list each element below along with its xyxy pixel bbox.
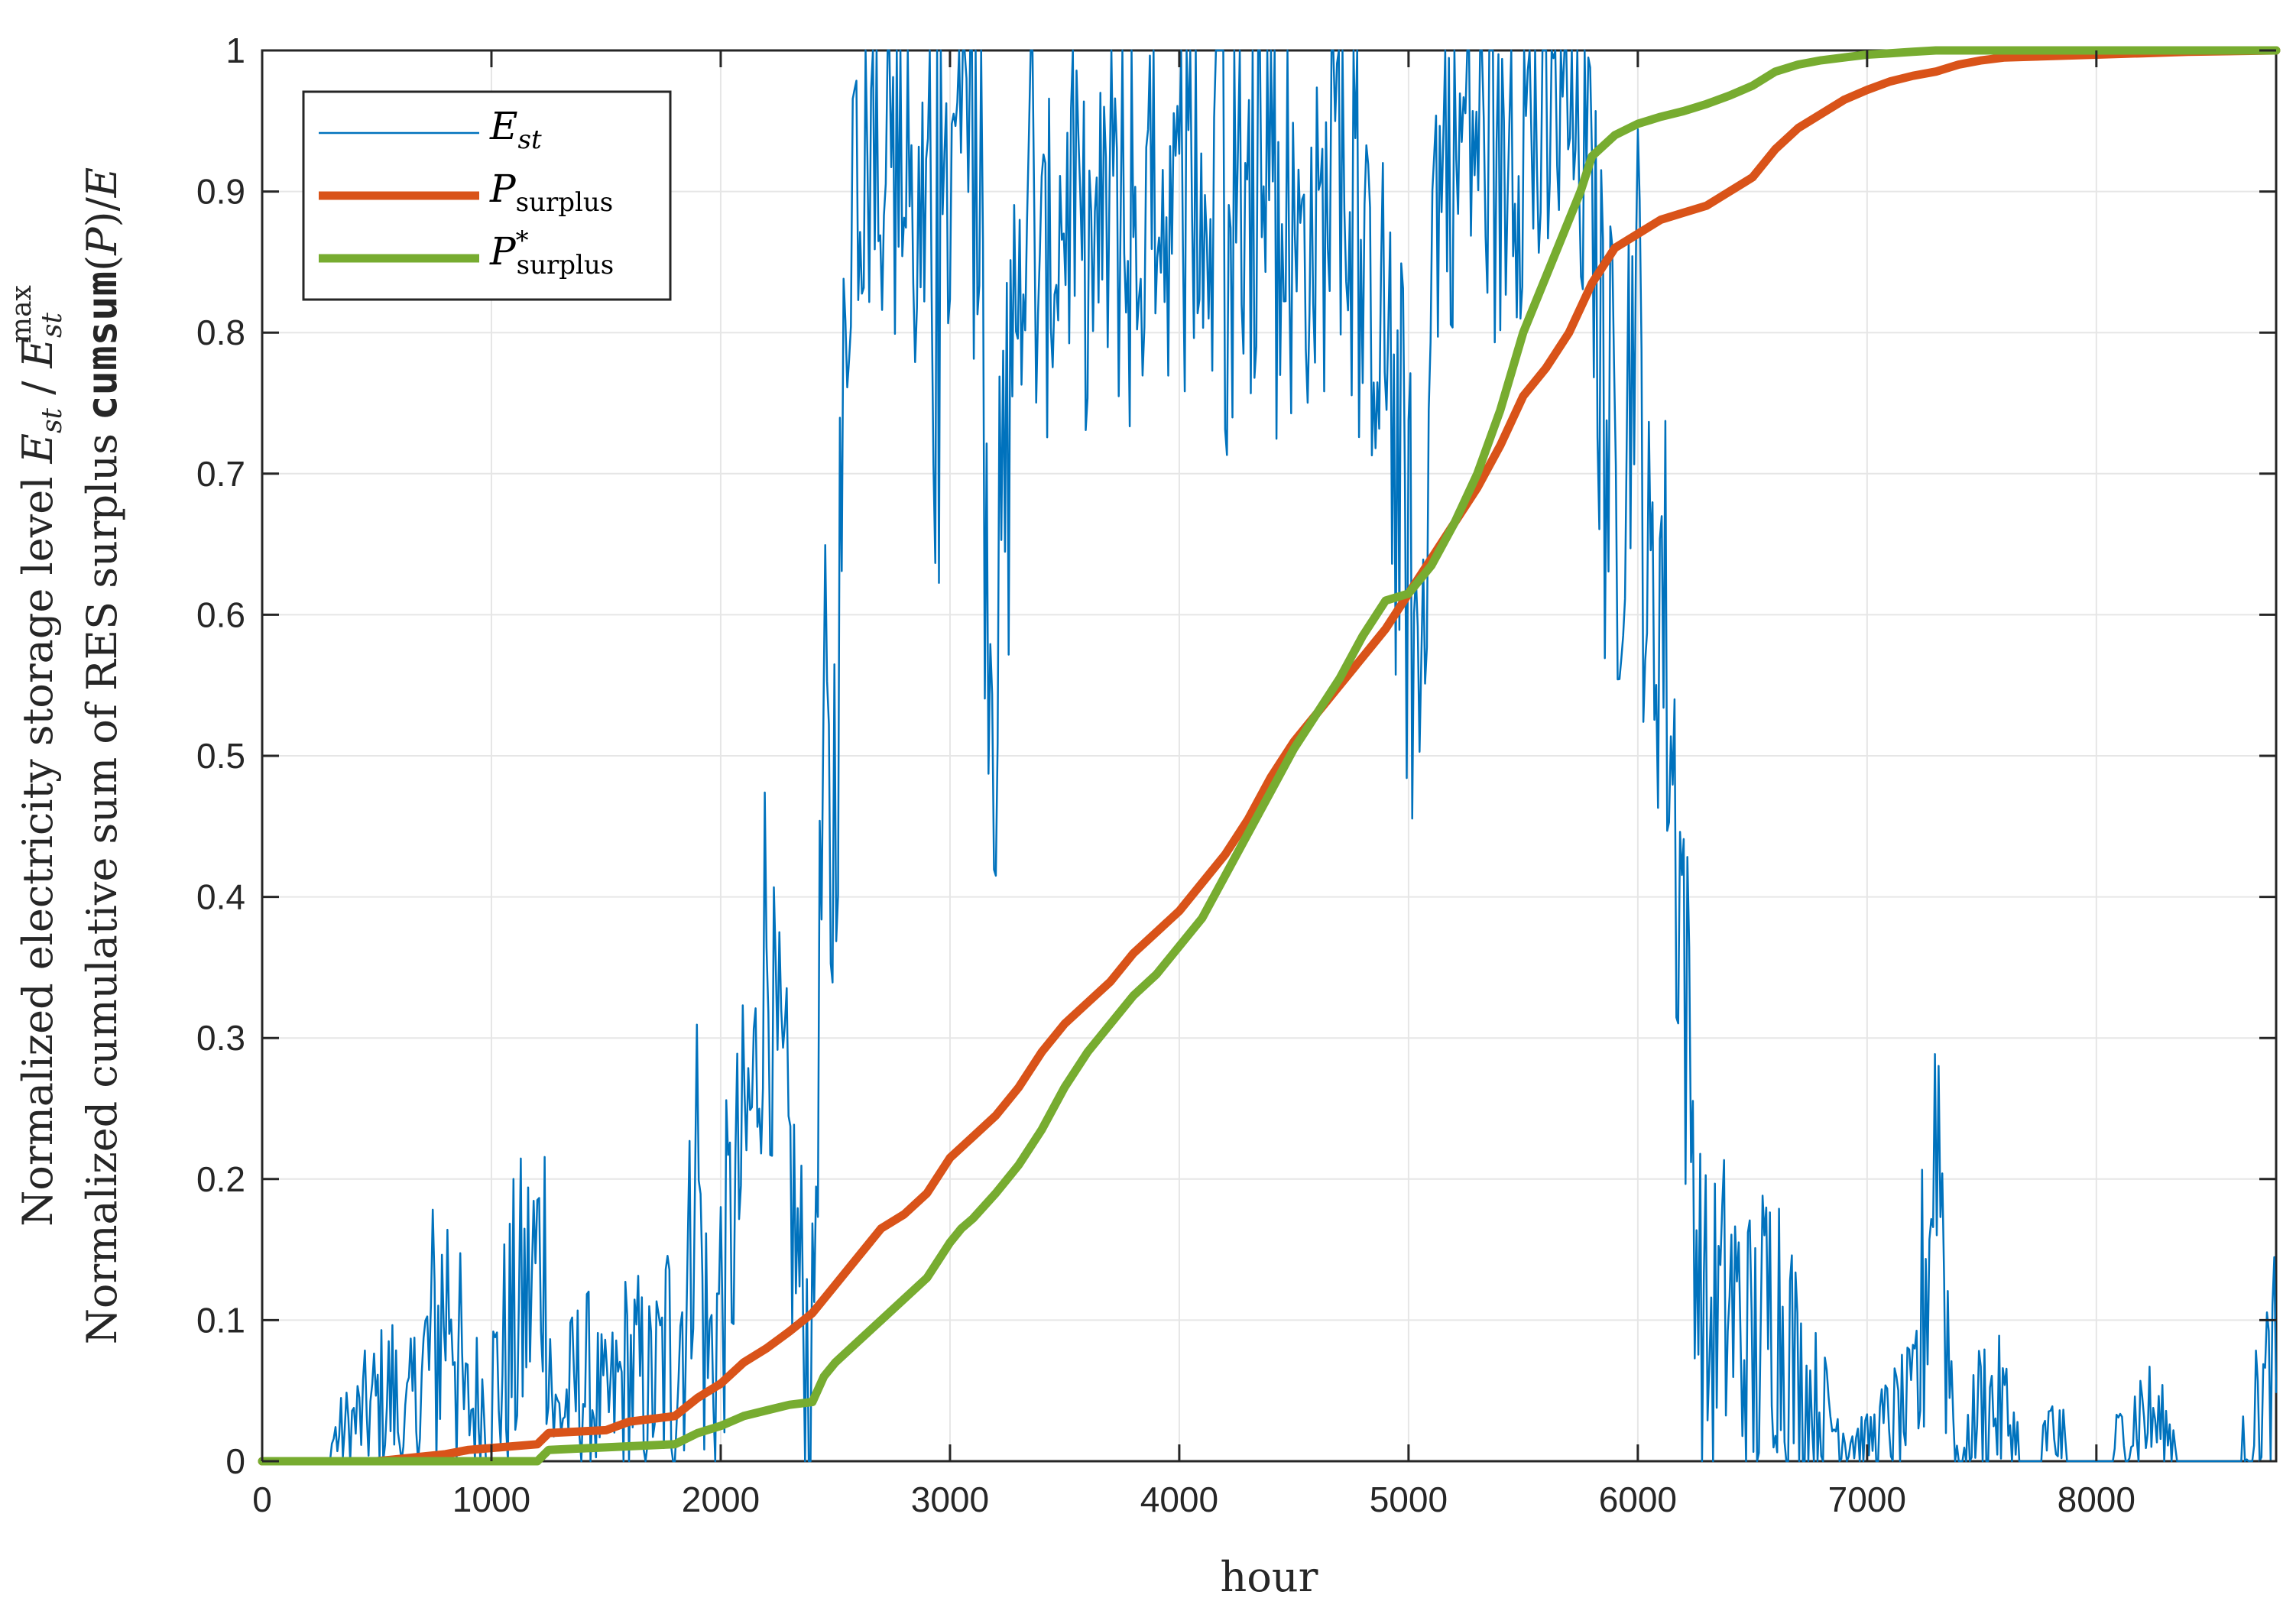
y-axis-label: Normalized electricity storage level Est… — [6, 167, 126, 1344]
y-tick-label: 0.6 — [196, 595, 245, 634]
axis-ticks — [261, 49, 2276, 1463]
x-tick-label: 8000 — [2058, 1480, 2135, 1519]
y-tick-label: 0.1 — [196, 1300, 245, 1340]
y-axis-label-line1: Normalized electricity storage level Est… — [6, 285, 68, 1227]
series-layer — [258, 46, 2281, 1466]
y-tick-label: 0 — [225, 1441, 245, 1481]
x-tick-label: 3000 — [911, 1480, 989, 1519]
y-tick-label: 0.4 — [196, 877, 245, 917]
legend-label-psurplus: Psurplus — [489, 167, 613, 218]
x-axis-label: hour — [1221, 1553, 1318, 1601]
y-tick-label: 0.5 — [196, 736, 245, 776]
legend-label-est: Est — [489, 104, 542, 155]
x-tick-label: 6000 — [1599, 1480, 1677, 1519]
x-tick-labels: 0 1000 2000 3000 4000 5000 6000 7000 8000 — [252, 1480, 2135, 1519]
series-line-2 — [258, 46, 2281, 1466]
legend: Est Psurplus P* surplus — [302, 90, 672, 301]
legend-label-psurplus-star: P* surplus — [489, 225, 614, 280]
x-tick-label: 0 — [252, 1480, 272, 1519]
x-tick-label: 1000 — [452, 1480, 530, 1519]
series-line-0 — [261, 49, 2278, 1463]
x-tick-label: 7000 — [1828, 1480, 1906, 1519]
y-tick-label: 0.8 — [196, 313, 245, 352]
y-tick-labels: 0 0.1 0.2 0.3 0.4 0.5 0.6 0.7 0.8 0.9 1 — [196, 31, 245, 1481]
y-axis-label-line2: Normalized cumulative sum of RES surplus… — [78, 167, 126, 1344]
y-tick-label: 0.3 — [196, 1018, 245, 1058]
x-tick-label: 2000 — [682, 1480, 760, 1519]
x-tick-label: 4000 — [1140, 1480, 1218, 1519]
y-tick-label: 0.7 — [196, 454, 245, 494]
y-tick-label: 0.2 — [196, 1159, 245, 1199]
x-tick-label: 5000 — [1370, 1480, 1448, 1519]
y-tick-label: 0.9 — [196, 172, 245, 212]
y-tick-label: 1 — [225, 31, 245, 70]
